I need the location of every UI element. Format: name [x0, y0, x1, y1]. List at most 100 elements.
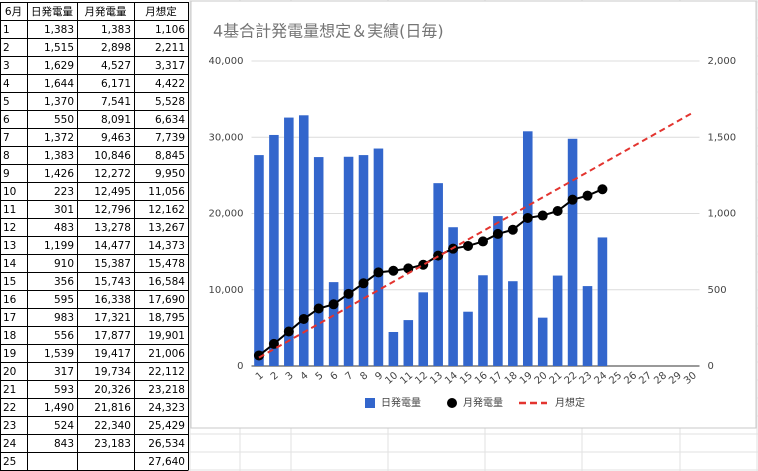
y2-tick-label: 500: [708, 285, 727, 296]
bar: [478, 275, 488, 366]
bar: [552, 275, 563, 366]
table-cell: 20,326: [94, 384, 131, 396]
table-cell: 9,950: [155, 168, 185, 180]
table-cell: 16,584: [148, 276, 185, 288]
table-cell: 1,383: [44, 150, 74, 162]
table-cell: 7,739: [155, 132, 185, 144]
table-cell: 12,272: [94, 168, 131, 180]
table-cell: 10: [3, 186, 16, 198]
point: [507, 224, 518, 235]
table-cell: 13: [3, 240, 16, 252]
table-cell: 556: [54, 330, 74, 342]
point: [463, 240, 474, 251]
legend-swatch: [447, 398, 457, 408]
table-cell: 1,106: [155, 24, 185, 36]
header-cell: 月発電量: [85, 5, 127, 18]
table-cell: 317: [54, 366, 74, 378]
bar: [388, 331, 399, 366]
table-cell: 4,527: [101, 60, 131, 72]
table-cell: 1,490: [44, 402, 74, 414]
legend-label: 月発電量: [463, 396, 503, 409]
table-cell: 23,218: [148, 384, 185, 396]
point: [388, 265, 399, 276]
table-cell: 25: [3, 456, 16, 468]
table-cell: 19,734: [94, 366, 131, 378]
table-cell: 6,171: [101, 78, 131, 90]
table-cell: 17,690: [148, 294, 185, 306]
table-cell: 15,478: [148, 258, 185, 270]
bar: [537, 317, 548, 366]
bar: [567, 138, 578, 366]
table-cell: 11: [3, 204, 16, 216]
x-tick-label: 9: [373, 370, 385, 383]
table-cell: 8,091: [101, 114, 131, 126]
table-cell: 24,323: [148, 402, 185, 414]
table-cell: 2,898: [101, 42, 131, 54]
table-cell: 13,278: [94, 222, 131, 234]
table-cell: 1: [3, 24, 10, 36]
table-cell: 5,528: [155, 96, 185, 108]
table-cell: 17: [3, 312, 16, 324]
table-cell: 17,877: [94, 330, 131, 342]
table-cell: 16,338: [94, 294, 131, 306]
table-cell: 24: [3, 438, 17, 450]
bar: [493, 216, 503, 366]
bar: [582, 286, 593, 366]
bar: [373, 148, 384, 366]
x-tick-label: 8: [358, 370, 370, 383]
point: [552, 206, 563, 217]
chart-title: 4基合計発電量想定＆実績(日毎): [213, 22, 444, 41]
table-cell: 11,056: [148, 186, 185, 198]
bar: [358, 155, 369, 366]
table-cell: 22,340: [94, 420, 131, 432]
bar: [597, 237, 608, 366]
point: [343, 288, 354, 299]
legend-swatch: [365, 398, 375, 408]
x-tick-label: 6: [329, 370, 341, 383]
table-cell: 12: [3, 222, 16, 234]
table-cell: 1,383: [101, 24, 131, 36]
table-cell: 12,162: [148, 204, 185, 216]
bar: [269, 134, 279, 366]
point: [313, 303, 324, 314]
table-cell: 3,317: [155, 60, 185, 72]
table-cell: 483: [54, 222, 74, 234]
bar: [328, 282, 339, 366]
table-cell: 1,644: [44, 78, 74, 90]
table-cell: 19,417: [94, 348, 131, 360]
point: [328, 299, 339, 310]
table-cell: 2: [3, 42, 10, 54]
table-cell: 21: [3, 384, 16, 396]
bar: [254, 155, 264, 366]
table-cell: 5: [3, 96, 10, 108]
point: [268, 338, 279, 349]
table-cell: 593: [54, 384, 74, 396]
x-tick-label: 3: [284, 370, 296, 383]
table-cell: 23,183: [94, 438, 131, 450]
table-cell: 10,846: [94, 150, 131, 162]
table-cell: 595: [54, 294, 74, 306]
table-cell: 15,743: [94, 276, 131, 288]
bar: [403, 320, 414, 366]
table-cell: 1,426: [44, 168, 74, 180]
table-cell: 27,640: [148, 456, 185, 468]
table-cell: 22: [3, 402, 16, 414]
table-cell: 524: [54, 420, 74, 432]
header-cell: 月想定: [145, 5, 177, 18]
y-tick-label: 10,000: [209, 285, 244, 296]
table-cell: 14,373: [148, 240, 185, 252]
table-cell: 550: [54, 114, 74, 126]
point: [597, 184, 608, 195]
table-cell: 23: [3, 420, 16, 432]
bar: [284, 117, 294, 366]
x-tick-label: 2: [269, 370, 281, 383]
y-tick-label: 20,000: [209, 209, 244, 220]
bar: [418, 292, 429, 366]
table-cell: 1,370: [44, 96, 74, 108]
table-cell: 1,199: [44, 240, 74, 252]
table-cell: 9: [3, 168, 10, 180]
y-tick-label: 0: [237, 361, 243, 372]
table-cell: 15: [3, 276, 16, 288]
point: [567, 194, 578, 205]
